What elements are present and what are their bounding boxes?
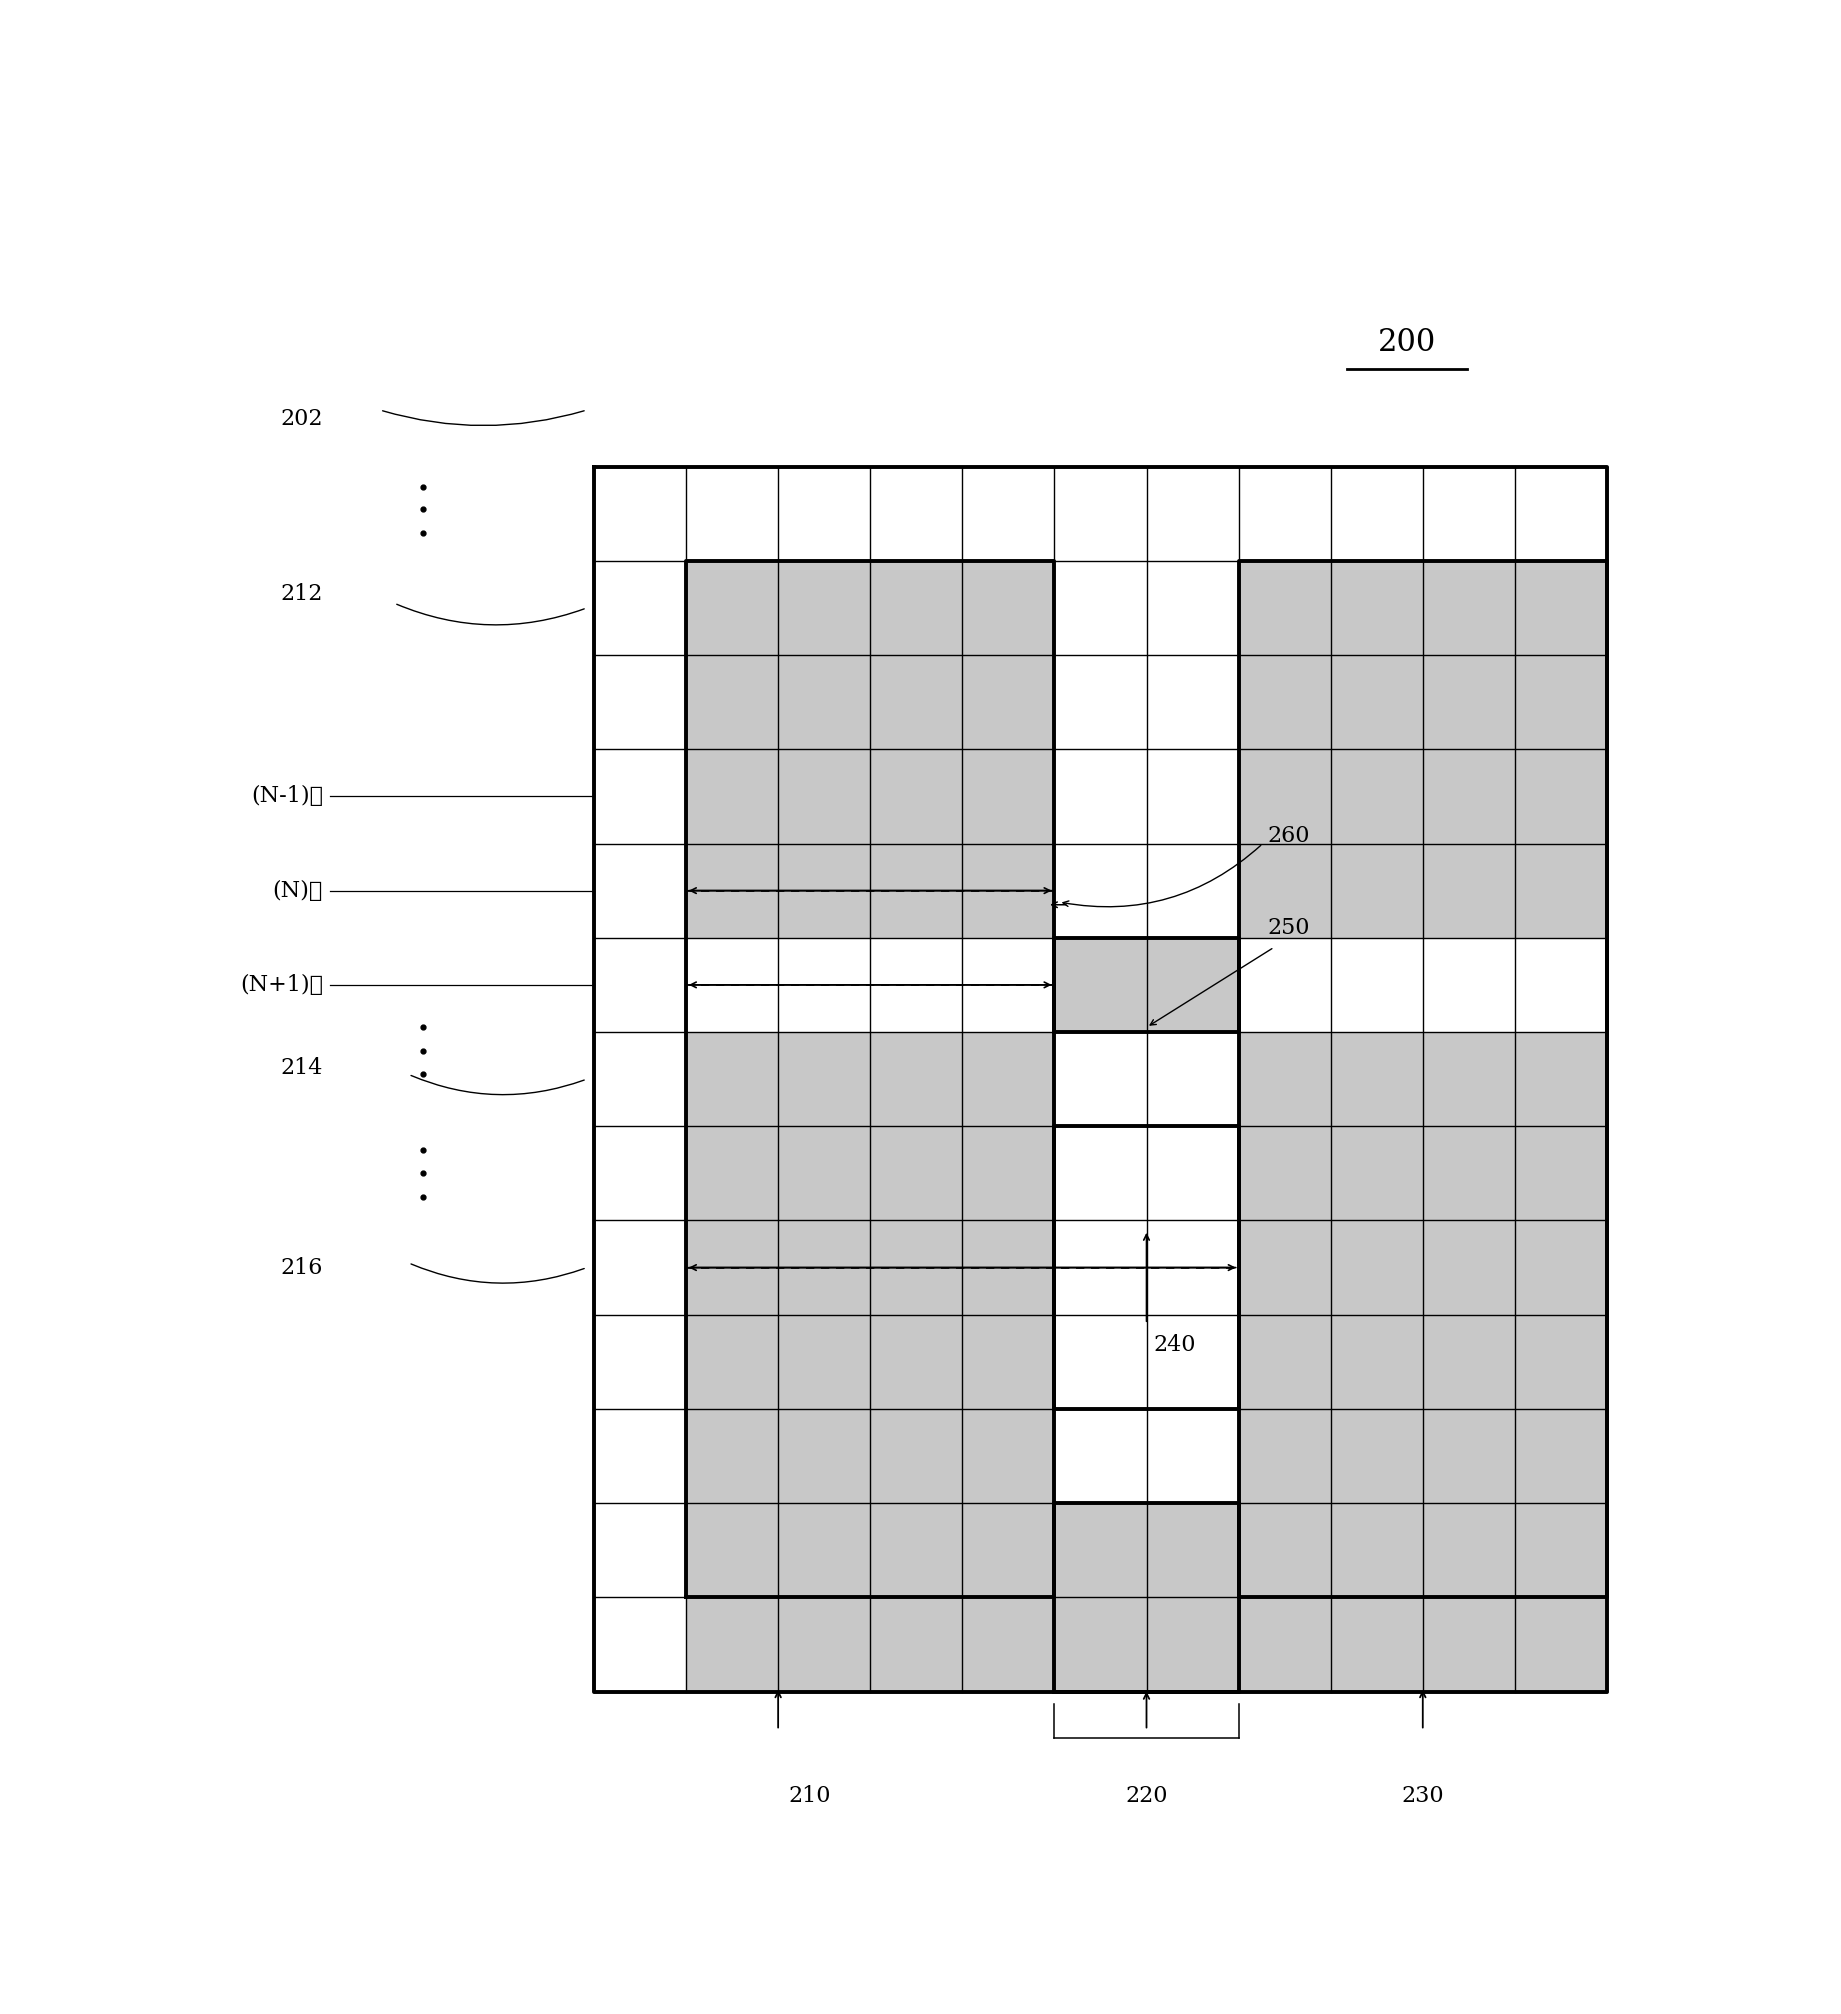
Text: 230: 230 bbox=[1401, 1784, 1443, 1807]
Bar bbox=[1055, 1502, 1239, 1597]
Text: 212: 212 bbox=[280, 582, 322, 604]
Bar bbox=[1055, 939, 1239, 1031]
Bar bbox=[1239, 560, 1607, 939]
Text: 240: 240 bbox=[1154, 1333, 1197, 1355]
Bar bbox=[1239, 1597, 1607, 1692]
Text: 260: 260 bbox=[1267, 826, 1309, 846]
Text: 202: 202 bbox=[280, 409, 322, 431]
Text: 216: 216 bbox=[280, 1257, 322, 1279]
Text: 214: 214 bbox=[280, 1057, 322, 1080]
Text: 220: 220 bbox=[1125, 1784, 1167, 1807]
Bar bbox=[687, 1031, 1055, 1597]
Text: 210: 210 bbox=[788, 1784, 830, 1807]
Text: 250: 250 bbox=[1267, 916, 1309, 939]
Bar bbox=[687, 1597, 1055, 1692]
Text: (N-1)列: (N-1)列 bbox=[250, 785, 322, 808]
Bar bbox=[1239, 1031, 1607, 1597]
Text: (N)列: (N)列 bbox=[272, 880, 322, 902]
Bar bbox=[687, 560, 1055, 939]
Text: 200: 200 bbox=[1379, 326, 1436, 358]
Text: (N+1)列: (N+1)列 bbox=[239, 975, 322, 995]
Bar bbox=[1055, 1597, 1239, 1692]
